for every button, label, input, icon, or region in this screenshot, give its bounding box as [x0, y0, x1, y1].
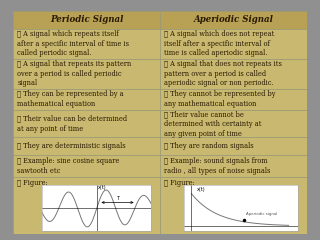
- FancyBboxPatch shape: [160, 138, 307, 155]
- Text: T: T: [116, 196, 119, 201]
- FancyBboxPatch shape: [13, 138, 160, 155]
- Text: ❑ A signal that does not repeats its
pattern over a period is called
aperiodic s: ❑ A signal that does not repeats its pat…: [164, 60, 282, 87]
- FancyBboxPatch shape: [13, 11, 160, 29]
- Text: ❑ They cannot be represented by
any mathematical equation: ❑ They cannot be represented by any math…: [164, 90, 276, 108]
- Text: ❑ Figure:: ❑ Figure:: [164, 180, 195, 187]
- FancyBboxPatch shape: [13, 11, 307, 234]
- Text: Aperiodic Signal: Aperiodic Signal: [194, 15, 274, 24]
- Text: ❑ Example: sine cosine square
sawtooth etc: ❑ Example: sine cosine square sawtooth e…: [17, 157, 120, 175]
- Text: ❑ A signal which does not repeat
itself after a specific interval of
time is cal: ❑ A signal which does not repeat itself …: [164, 30, 275, 57]
- Text: Aperiodic signal: Aperiodic signal: [246, 212, 277, 216]
- Text: ❑ They are random signals: ❑ They are random signals: [164, 142, 254, 150]
- Text: ❑ Their value can be determined
at any point of time: ❑ Their value can be determined at any p…: [17, 115, 127, 133]
- Text: x(t): x(t): [98, 185, 107, 190]
- FancyBboxPatch shape: [160, 11, 307, 29]
- Text: ❑ A signal which repeats itself
after a specific interval of time is
called peri: ❑ A signal which repeats itself after a …: [17, 30, 129, 57]
- FancyBboxPatch shape: [160, 155, 307, 177]
- Text: ❑ They are deterministic signals: ❑ They are deterministic signals: [17, 142, 126, 150]
- FancyBboxPatch shape: [160, 29, 307, 59]
- Text: Periodic Signal: Periodic Signal: [50, 15, 123, 24]
- FancyBboxPatch shape: [160, 177, 307, 234]
- Text: x(t): x(t): [197, 187, 206, 192]
- FancyBboxPatch shape: [160, 59, 307, 89]
- FancyBboxPatch shape: [13, 89, 160, 110]
- Text: ❑ They can be represented by a
mathematical equation: ❑ They can be represented by a mathemati…: [17, 90, 124, 108]
- FancyBboxPatch shape: [160, 110, 307, 138]
- FancyBboxPatch shape: [13, 110, 160, 138]
- Text: ❑ Example: sound signals from
radio , all types of noise signals: ❑ Example: sound signals from radio , al…: [164, 157, 271, 175]
- FancyBboxPatch shape: [13, 29, 160, 59]
- FancyBboxPatch shape: [160, 89, 307, 110]
- FancyBboxPatch shape: [13, 177, 160, 234]
- FancyBboxPatch shape: [13, 155, 160, 177]
- Text: ❑ Figure:: ❑ Figure:: [17, 180, 48, 187]
- Text: ❑ A signal that repeats its pattern
over a period is called periodic
signal: ❑ A signal that repeats its pattern over…: [17, 60, 132, 87]
- Text: ❑ Their value cannot be
determined with certainty at
any given point of time: ❑ Their value cannot be determined with …: [164, 110, 262, 138]
- FancyBboxPatch shape: [13, 59, 160, 89]
